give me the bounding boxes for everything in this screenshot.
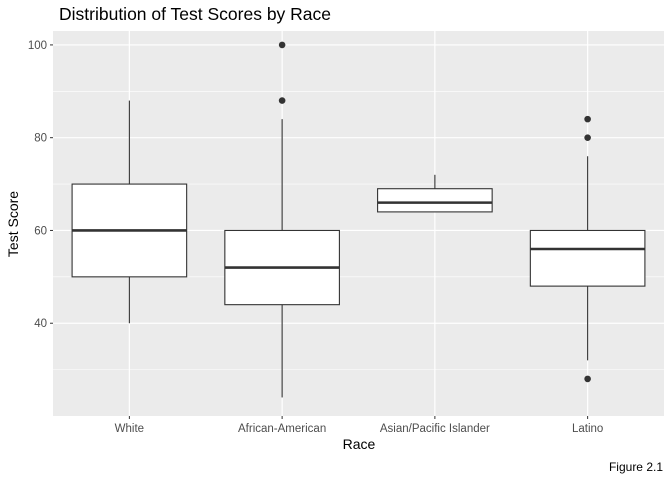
x-tick-label: White [115,423,144,435]
boxes [71,41,646,398]
outlier-point [278,41,286,49]
box-asian-pacific-islander [377,174,493,213]
x-tick-label: Latino [572,423,603,435]
y-tick-label: 100 [28,40,47,52]
x-tick-label: African-American [238,423,326,435]
x-tick-label: Asian/Pacific Islander [380,423,490,435]
box-iqr [377,188,493,213]
box-iqr [529,229,646,287]
outlier-point [278,97,286,104]
outlier-point [584,375,591,383]
y-tick-label: 80 [34,133,47,145]
box-latino [529,115,646,383]
box-white [71,100,188,324]
axes: 40 60 80 100 White African-American Asian/Paci… [28,40,603,435]
figure-caption: Figure 2.1 [609,460,663,474]
chart-title: Distribution of Test Scores by Race [59,4,331,24]
x-axis-label: Race [343,436,376,452]
y-axis-label: Test Score [5,191,21,257]
outlier-point [584,115,591,123]
y-tick-label: 40 [34,318,47,330]
outlier-point [584,134,591,141]
box-african-american [224,41,340,398]
y-tick-label: 60 [34,225,47,237]
